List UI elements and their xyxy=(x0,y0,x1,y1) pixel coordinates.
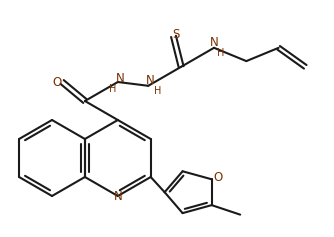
Text: H: H xyxy=(217,48,225,58)
Text: H: H xyxy=(154,86,161,96)
Text: H: H xyxy=(109,84,117,94)
Text: S: S xyxy=(172,28,179,41)
Text: O: O xyxy=(213,171,222,184)
Text: N: N xyxy=(116,72,124,85)
Text: N: N xyxy=(114,191,122,204)
Text: N: N xyxy=(146,74,155,87)
Text: N: N xyxy=(210,36,218,49)
Text: O: O xyxy=(52,76,62,88)
